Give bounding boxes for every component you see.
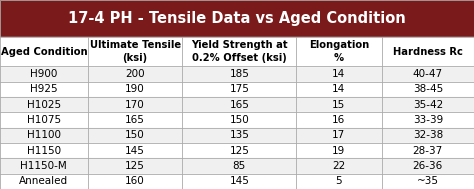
Text: Hardness Rc: Hardness Rc [393,46,463,57]
Text: Annealed: Annealed [19,176,68,186]
Text: 135: 135 [229,130,249,140]
Text: 145: 145 [125,146,145,156]
Text: 32-38: 32-38 [413,130,443,140]
Text: 28-37: 28-37 [413,146,443,156]
Text: 5: 5 [336,176,342,186]
Bar [0,81,474,97]
Text: Yield Strength at
0.2% Offset (ksi): Yield Strength at 0.2% Offset (ksi) [191,40,288,63]
Text: 40-47: 40-47 [413,69,443,79]
Bar [0,174,474,189]
Text: 17-4 PH - Tensile Data vs Aged Condition: 17-4 PH - Tensile Data vs Aged Condition [68,11,406,26]
Text: 160: 160 [125,176,145,186]
Text: 17: 17 [332,130,346,140]
Bar [0,0,474,37]
Text: 190: 190 [125,84,145,94]
Text: 150: 150 [229,115,249,125]
Text: 22: 22 [332,161,346,171]
Text: 14: 14 [332,69,346,79]
Text: H1100: H1100 [27,130,61,140]
Text: 165: 165 [229,100,249,110]
Text: 15: 15 [332,100,346,110]
Text: H1150-M: H1150-M [20,161,67,171]
Text: 26-36: 26-36 [413,161,443,171]
Text: 19: 19 [332,146,346,156]
Text: H1025: H1025 [27,100,61,110]
Text: 200: 200 [125,69,145,79]
Text: 185: 185 [229,69,249,79]
Bar [0,112,474,128]
Bar [0,66,474,81]
Text: 14: 14 [332,84,346,94]
Text: 125: 125 [229,146,249,156]
Text: 165: 165 [125,115,145,125]
Text: 38-45: 38-45 [413,84,443,94]
Text: H1075: H1075 [27,115,61,125]
Text: H925: H925 [30,84,58,94]
Bar [0,128,474,143]
Text: H1150: H1150 [27,146,61,156]
Text: Elongation
%: Elongation % [309,40,369,63]
Text: H900: H900 [30,69,57,79]
Text: 170: 170 [125,100,145,110]
Text: 145: 145 [229,176,249,186]
Text: 35-42: 35-42 [413,100,443,110]
Bar [0,143,474,158]
Text: Ultimate Tensile
(ksi): Ultimate Tensile (ksi) [90,40,181,63]
Text: ~35: ~35 [417,176,439,186]
Bar [0,37,474,66]
Text: 150: 150 [125,130,145,140]
Text: 33-39: 33-39 [413,115,443,125]
Text: 85: 85 [233,161,246,171]
Text: 16: 16 [332,115,346,125]
Bar [0,97,474,112]
Text: Aged Condition: Aged Condition [0,46,87,57]
Text: 175: 175 [229,84,249,94]
Text: 125: 125 [125,161,145,171]
Bar [0,158,474,174]
